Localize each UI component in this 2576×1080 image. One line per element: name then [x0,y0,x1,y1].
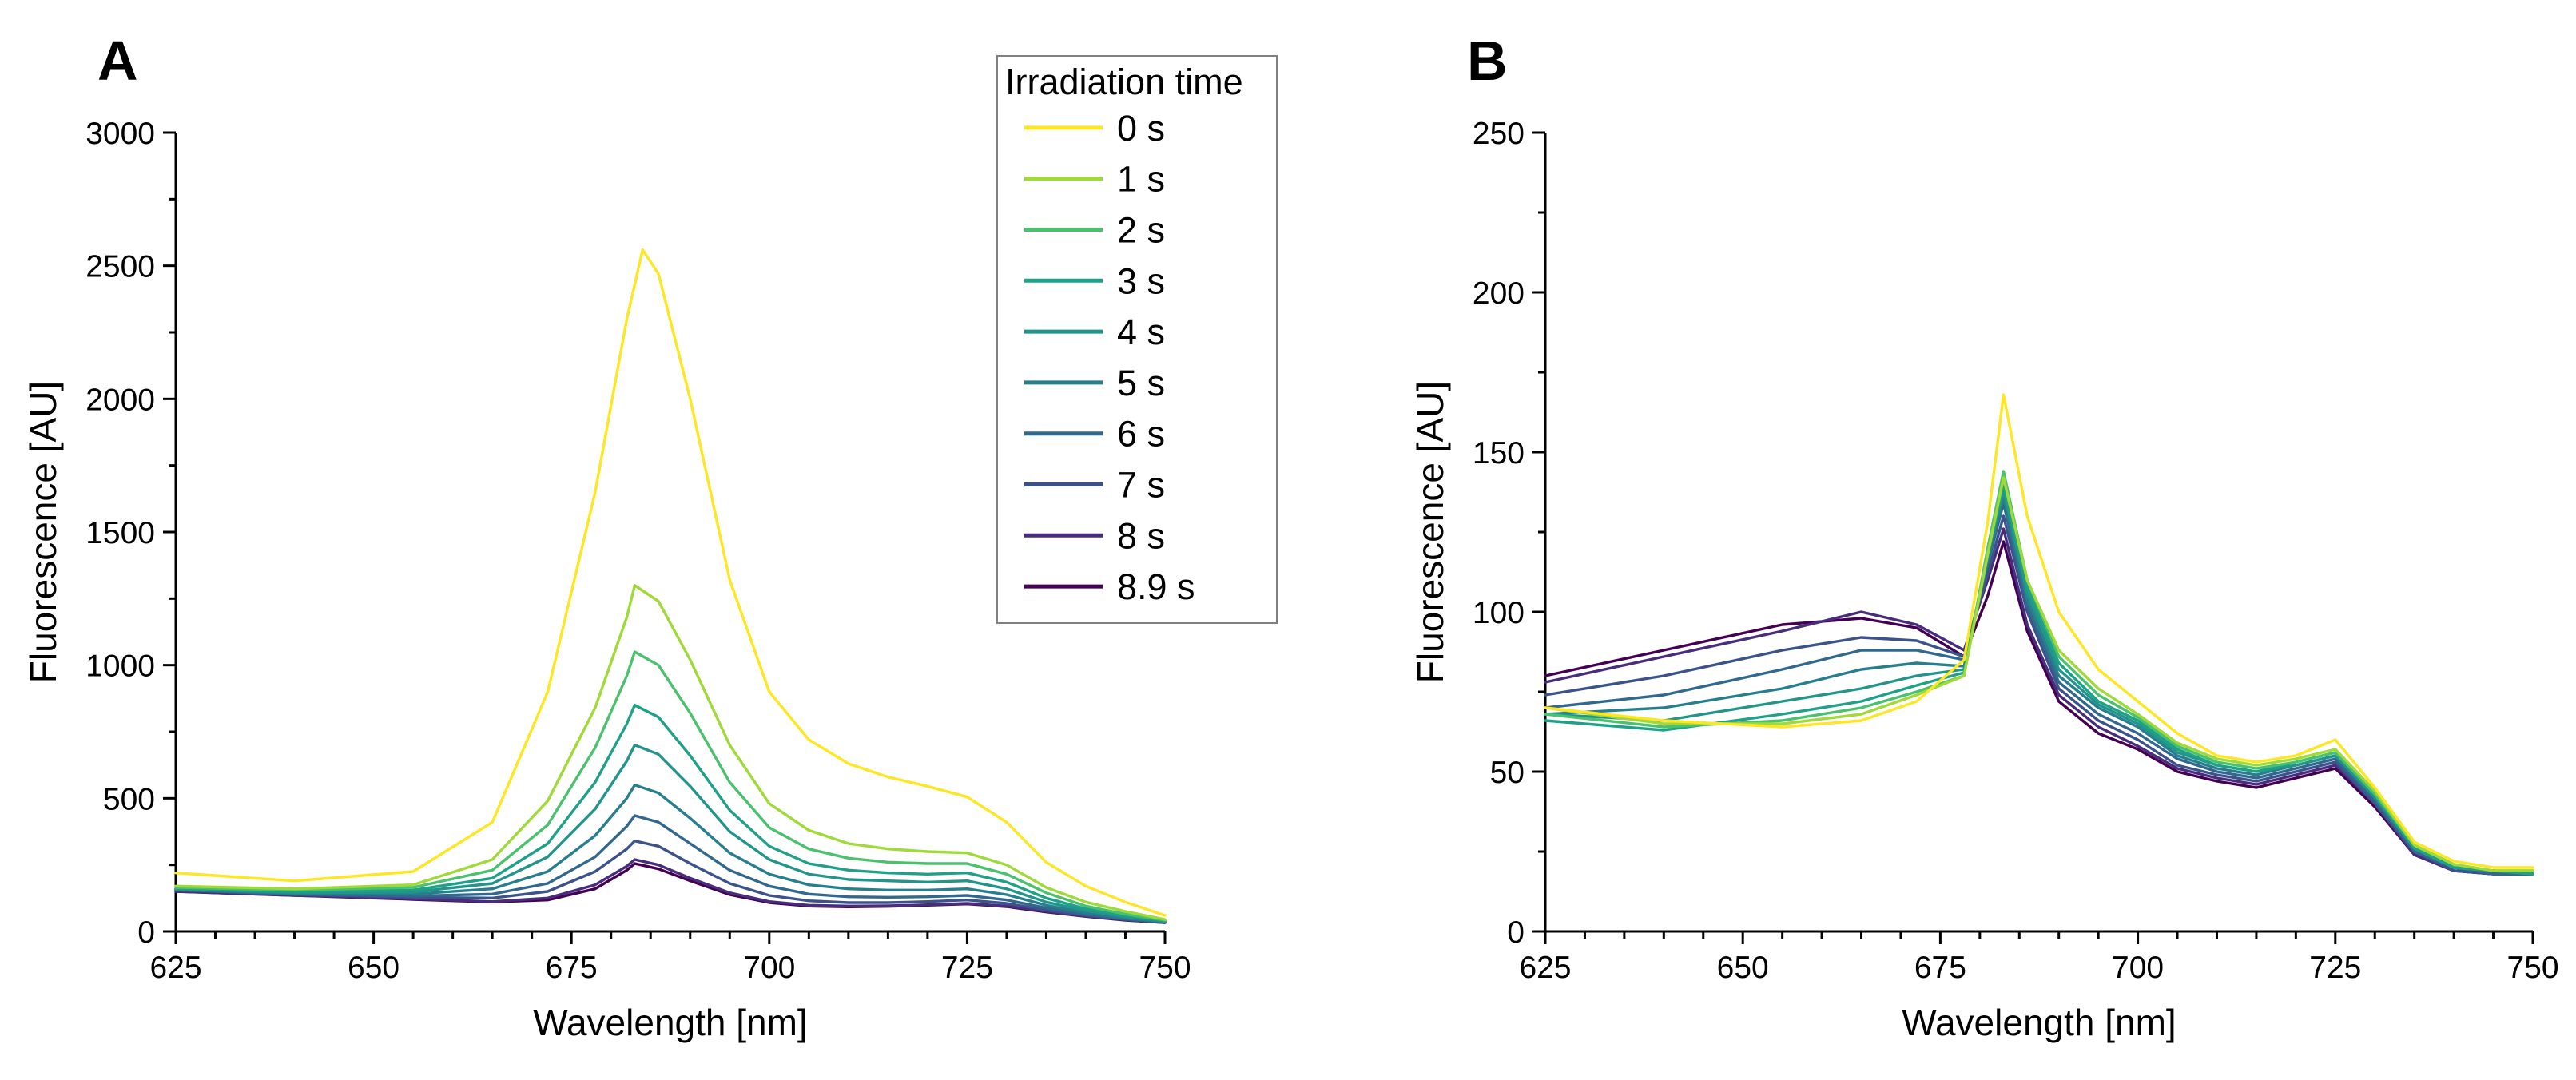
panel-b-chart: 625 650 675 700 725 750 0 50 100 150 200 250 Wavelen… [1409,117,2559,1043]
panel-a-x-axis-label: Wavelength [nm] [533,1002,807,1043]
panel-a-series-8-s [174,858,1167,924]
panel-b-y-axis-label: Fluorescence [AU] [1409,381,1451,683]
panel-b-x-tick-label: 750 [2506,951,2558,985]
panel-a-legend-label-4-s: 4 s [1117,312,1165,352]
panel-a-legend-label-8-s: 8 s [1117,515,1165,556]
panel-a-legend-label-0-s: 0 s [1117,108,1165,149]
panel-a-legend-label-2-s: 2 s [1117,210,1165,251]
panel-a-x-tick-label: 750 [1139,951,1191,985]
panel-a-x-tick-label: 725 [941,951,993,985]
panel-a-y-tick-label: 0 [137,915,155,950]
panel-b-y-tick-label: 200 [1473,276,1525,311]
panel-a-x-tick-label: 675 [546,951,598,985]
panel-a-y-axis-label: Fluorescence [AU] [22,381,64,683]
panel-b-x-tick-label: 650 [1717,951,1769,985]
panel-b-y-tick-label: 50 [1490,756,1525,790]
panel-b-x-tick-label: 675 [1914,951,1966,985]
panel-b-x-tick-label: 625 [1519,951,1571,985]
panel-a-chart: 625 650 675 700 725 750 0 500 1000 1500 2000 2500 30… [22,55,1278,1043]
panel-a-x-tick-label: 625 [149,951,201,985]
panel-a-legend-label-3-s: 3 s [1117,260,1165,301]
panel-a-x-tick-label: 700 [743,951,795,985]
panel-a-legend-label-8-9-s: 8.9 s [1117,566,1195,607]
panel-a-legend-label-5-s: 5 s [1117,363,1165,403]
panel-b-series-8-s [1544,527,2534,876]
panel-a-letter: A [97,30,138,92]
panel-b-letter: B [1467,30,1508,92]
panel-a-y-tick-label: 1500 [85,516,155,550]
panel-a-legend: Irradiation time 0 s 1 s 2 s 3 s 4 s 5 s 6 s 7 s… [996,55,1278,624]
panel-a-series-4-s [174,744,1167,923]
panel-a-y-tick-label: 3000 [85,117,155,151]
panel-a-legend-label-7-s: 7 s [1117,465,1165,506]
panel-a-series-5-s [174,784,1167,923]
panel-b-y-tick-label: 250 [1473,117,1525,151]
panel-b-y-tick-label: 0 [1507,915,1525,950]
panel-a-y-tick-label: 1000 [85,649,155,684]
panel-b-y-tick-label: 100 [1473,596,1525,630]
panel-a-series-6-s [174,814,1167,923]
panel-a-legend-label-1-s: 1 s [1117,159,1165,200]
panel-a-series-0-s [174,248,1167,917]
panel-b-x-tick-label: 700 [2112,951,2164,985]
panel-b-series-6-s [1544,502,2534,876]
panel-a-legend-label-6-s: 6 s [1117,414,1165,455]
panel-a-y-tick-label: 2500 [85,250,155,284]
panel-b-series-1-s [1544,476,2534,872]
panel-b-y-tick-label: 150 [1473,436,1525,471]
panel-a-x-tick-label: 650 [348,951,400,985]
panel-a-series-7-s [174,840,1167,924]
panel-a-legend-box [996,55,1278,624]
panel-a-series-2-s [174,650,1167,922]
panel-a-series-1-s [174,584,1167,921]
panel-a-y-tick-label: 2000 [85,383,155,417]
panel-b-x-tick-label: 725 [2309,951,2361,985]
panel-a-series-3-s [174,704,1167,923]
panel-a-legend-title: Irradiation time [1005,62,1243,102]
panel-b-series-8-9-s [1544,540,2534,876]
panel-b-x-axis-label: Wavelength [nm] [1902,1002,2176,1043]
panel-b-series-0-s [1544,393,2534,869]
panel-a-y-tick-label: 500 [103,782,155,816]
